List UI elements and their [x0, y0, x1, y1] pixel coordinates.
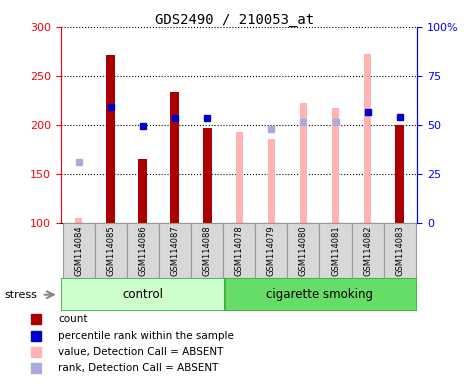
Bar	[223, 223, 255, 278]
Text: GSM114088: GSM114088	[203, 225, 212, 276]
Bar	[268, 139, 275, 223]
Bar	[127, 223, 159, 278]
Bar	[75, 218, 82, 223]
Bar	[170, 91, 180, 223]
Bar	[332, 108, 339, 223]
Bar	[138, 159, 147, 223]
Text: GSM114078: GSM114078	[234, 225, 244, 276]
Bar	[159, 223, 191, 278]
Bar	[61, 278, 225, 311]
Text: GSM114080: GSM114080	[299, 225, 308, 276]
Text: value, Detection Call = ABSENT: value, Detection Call = ABSENT	[58, 347, 223, 357]
Bar	[203, 128, 212, 223]
Bar	[300, 103, 307, 223]
Text: rank, Detection Call = ABSENT: rank, Detection Call = ABSENT	[58, 363, 219, 373]
Bar	[106, 55, 115, 223]
Bar	[255, 223, 287, 278]
Bar	[287, 223, 319, 278]
Text: count: count	[58, 314, 87, 324]
Text: GSM114082: GSM114082	[363, 225, 372, 276]
Bar	[225, 278, 417, 311]
Bar	[352, 223, 384, 278]
Text: GSM114087: GSM114087	[170, 225, 180, 276]
Text: GSM114086: GSM114086	[138, 225, 147, 276]
Bar	[319, 223, 352, 278]
Bar	[62, 223, 95, 278]
Bar	[95, 223, 127, 278]
Text: percentile rank within the sample: percentile rank within the sample	[58, 331, 234, 341]
Bar	[384, 223, 416, 278]
Bar	[364, 54, 371, 223]
Bar	[395, 125, 404, 223]
Text: GSM114081: GSM114081	[331, 225, 340, 276]
Bar	[235, 132, 243, 223]
Text: control: control	[122, 288, 163, 301]
Bar	[191, 223, 223, 278]
Text: GSM114079: GSM114079	[267, 225, 276, 276]
Text: stress: stress	[5, 290, 38, 300]
Text: GSM114085: GSM114085	[106, 225, 115, 276]
Text: cigarette smoking: cigarette smoking	[266, 288, 373, 301]
Text: GDS2490 / 210053_at: GDS2490 / 210053_at	[155, 13, 314, 27]
Text: GSM114083: GSM114083	[395, 225, 404, 276]
Text: GSM114084: GSM114084	[74, 225, 83, 276]
